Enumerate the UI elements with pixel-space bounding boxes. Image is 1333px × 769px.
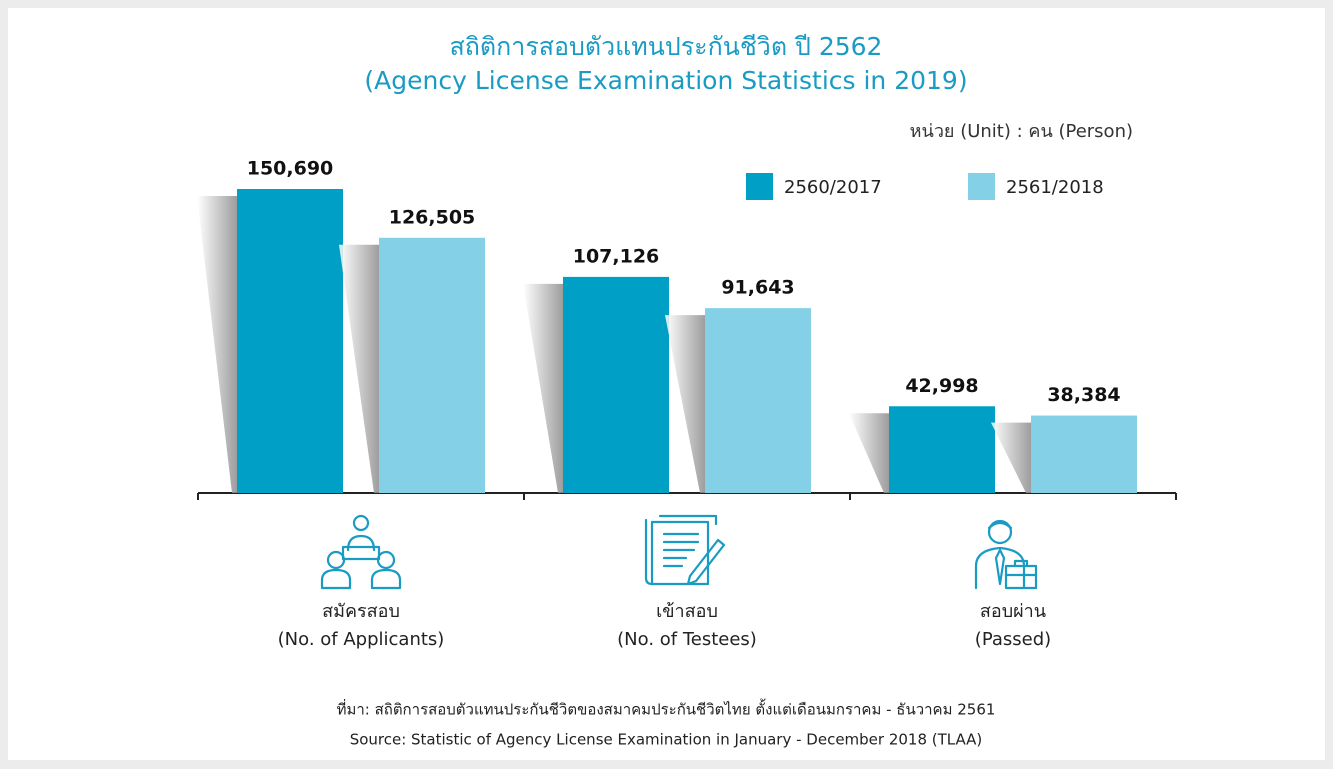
bar — [237, 189, 343, 493]
x-tick-label: (Passed) — [975, 629, 1051, 650]
x-tick-label: สมัครสอบ — [322, 601, 400, 622]
data-label: 126,505 — [389, 206, 476, 228]
data-label: 150,690 — [247, 158, 334, 180]
legend-label: 2561/2018 — [1006, 177, 1104, 198]
data-label: 38,384 — [1047, 384, 1120, 406]
bar-shadow — [665, 315, 705, 493]
icon-testees — [644, 514, 726, 586]
source-english: Source: Statistic of Agency License Exam… — [350, 731, 983, 749]
x-tick-label: (No. of Applicants) — [278, 629, 445, 650]
x-tick-label: เข้าสอบ — [656, 601, 718, 622]
bar — [379, 237, 485, 493]
bar — [563, 276, 669, 493]
bar — [889, 406, 995, 493]
bar-shadow — [523, 283, 563, 493]
chart-subtitle: (Agency License Examination Statistics i… — [364, 66, 967, 95]
legend-label: 2560/2017 — [784, 177, 882, 198]
bar — [705, 308, 811, 493]
data-label: 91,643 — [721, 277, 794, 299]
data-label: 107,126 — [573, 245, 660, 267]
bar-shadow — [849, 413, 889, 493]
bar-shadow — [197, 196, 237, 493]
axis — [197, 492, 1177, 500]
chart-title: สถิติการสอบตัวแทนประกันชีวิต ปี 2562 — [450, 32, 883, 61]
bar-shadow — [991, 422, 1031, 493]
x-tick-label: สอบผ่าน — [980, 601, 1046, 622]
bar — [1031, 415, 1137, 493]
unit-label: หน่วย (Unit) : คน (Person) — [910, 121, 1133, 142]
icon-applicants — [320, 514, 402, 590]
x-tick-label: (No. of Testees) — [617, 629, 757, 650]
legend-swatch — [968, 173, 995, 200]
legend-swatch — [746, 173, 773, 200]
source-thai: ที่มา: สถิติการสอบตัวแทนประกันชีวิตของสม… — [337, 699, 996, 719]
bar-shadow — [339, 244, 379, 493]
icon-passed — [974, 519, 1038, 590]
data-label: 42,998 — [905, 375, 978, 397]
